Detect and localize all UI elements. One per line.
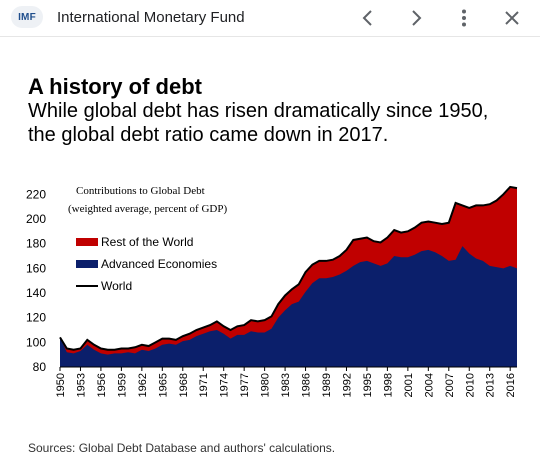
x-tick-label: 1983 bbox=[280, 373, 292, 397]
x-tick-label: 2007 bbox=[444, 373, 456, 397]
app-toolbar: IMF International Monetary Fund bbox=[0, 0, 540, 37]
more-vert-icon bbox=[462, 9, 466, 27]
x-tick-label: 1953 bbox=[75, 373, 87, 397]
x-tick-label: 1971 bbox=[198, 373, 210, 397]
app-title: International Monetary Fund bbox=[57, 9, 245, 26]
global-debt-chart: 80 100 120 140 160 180 200 220 1950 1953 1956 1959 1… bbox=[26, 185, 518, 397]
x-tick-label: 1959 bbox=[116, 373, 128, 397]
logo-text: IMF bbox=[18, 11, 36, 23]
y-tick-label: 200 bbox=[26, 212, 46, 226]
source-note: Sources: Global Debt Database and author… bbox=[28, 441, 336, 455]
x-tick-label: 1980 bbox=[260, 373, 272, 397]
x-tick-label: 1962 bbox=[137, 373, 149, 397]
chart-subtitle: (weighted average, percent of GDP) bbox=[68, 203, 227, 215]
legend-label: World bbox=[101, 279, 132, 293]
y-tick-label: 180 bbox=[26, 237, 46, 251]
legend-label: Advanced Economies bbox=[101, 257, 217, 271]
x-tick-label: 1986 bbox=[301, 373, 313, 397]
imf-logo: IMF bbox=[11, 6, 43, 28]
x-tick-label: 2013 bbox=[485, 373, 497, 397]
x-tick-label: 2001 bbox=[403, 373, 415, 397]
y-tick-label: 220 bbox=[26, 187, 46, 201]
close-button[interactable] bbox=[500, 6, 524, 30]
x-tick-label: 1992 bbox=[341, 373, 353, 397]
x-tick-label: 1968 bbox=[178, 373, 190, 397]
x-tick-label: 1956 bbox=[96, 373, 108, 397]
x-tick-label: 2016 bbox=[505, 373, 517, 397]
x-tick-label: 1974 bbox=[219, 373, 231, 397]
x-tick-label: 1950 bbox=[55, 373, 67, 397]
article-headline: A history of debt bbox=[28, 74, 202, 99]
y-tick-label: 100 bbox=[26, 335, 46, 349]
more-options-button[interactable] bbox=[452, 6, 476, 30]
close-icon bbox=[505, 11, 519, 25]
back-button[interactable] bbox=[356, 6, 380, 30]
x-tick-label: 2004 bbox=[423, 373, 435, 397]
legend-label: Rest of the World bbox=[101, 235, 193, 249]
y-tick-label: 120 bbox=[26, 311, 46, 325]
chevron-right-icon bbox=[412, 10, 422, 26]
legend-swatch bbox=[76, 260, 98, 268]
chart-title: Contributions to Global Debt bbox=[76, 185, 205, 197]
series-line-world bbox=[59, 185, 518, 351]
y-tick-label: 160 bbox=[26, 261, 46, 275]
x-tick-label: 1995 bbox=[362, 373, 374, 397]
y-tick-label: 80 bbox=[33, 360, 47, 374]
x-tick-label: 1998 bbox=[382, 373, 394, 397]
chevron-left-icon bbox=[362, 10, 372, 26]
x-tick-label: 2010 bbox=[464, 373, 476, 397]
x-tick-label: 1977 bbox=[239, 373, 251, 397]
legend-swatch bbox=[76, 238, 98, 246]
forward-button[interactable] bbox=[404, 6, 428, 30]
article-subheadline: While global debt has risen dramatically… bbox=[28, 100, 489, 146]
x-tick-label: 1989 bbox=[321, 373, 333, 397]
x-tick-label: 1965 bbox=[157, 373, 169, 397]
series-area-advanced-economies bbox=[60, 246, 517, 367]
y-tick-label: 140 bbox=[26, 286, 46, 300]
